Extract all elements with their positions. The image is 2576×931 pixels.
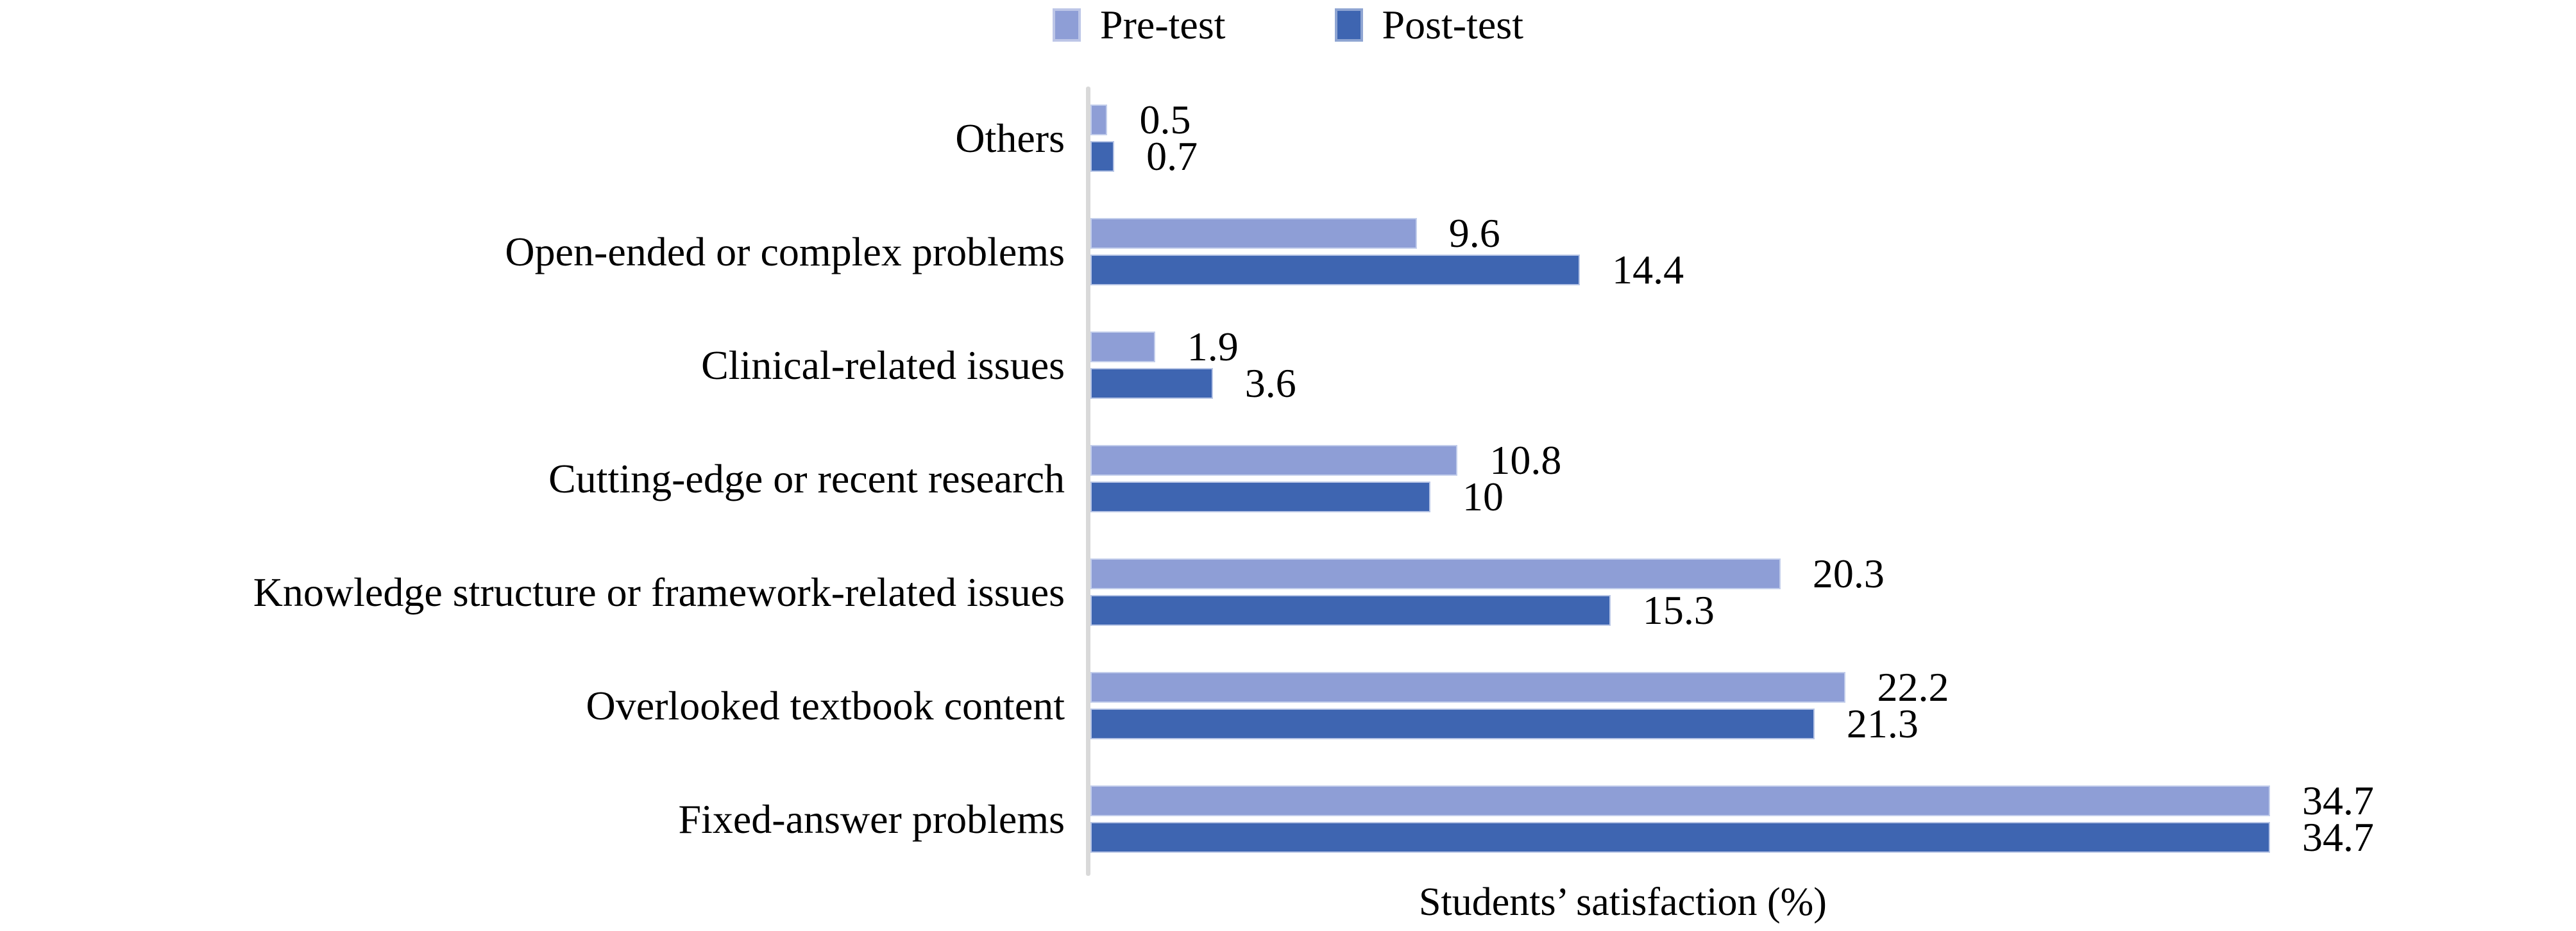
category-label: Open-ended or complex problems — [505, 228, 1065, 274]
bar-post-test — [1090, 595, 1611, 626]
bar-group: 34.7 34.7 — [1090, 780, 2576, 858]
value-label-pre-test: 22.2 — [1877, 664, 1949, 710]
value-label-post-test: 15.3 — [1642, 587, 1715, 633]
bar-line-post-test: 0.7 — [1090, 136, 2576, 177]
value-label-post-test: 0.7 — [1146, 133, 1198, 179]
bar-line-post-test: 3.6 — [1090, 363, 2576, 404]
bar-line-pre-test: 22.2 — [1090, 667, 2576, 708]
legend-label-post-test: Post-test — [1382, 2, 1523, 47]
bar-pre-test — [1090, 445, 1458, 476]
bar-post-test — [1090, 141, 1115, 172]
bar-group: 9.6 14.4 — [1090, 213, 2576, 290]
value-label-pre-test: 34.7 — [2302, 778, 2375, 823]
bar-line-pre-test: 10.8 — [1090, 440, 2576, 481]
category-label: Overlooked textbook content — [586, 682, 1065, 728]
bar-line-post-test: 34.7 — [1090, 817, 2576, 858]
legend-marker-pre-test — [1053, 8, 1081, 42]
bar-line-pre-test: 20.3 — [1090, 553, 2576, 594]
legend-marker-post-test — [1334, 8, 1363, 42]
category-label: Fixed-answer problems — [678, 796, 1065, 842]
chart-row-cutting-edge-or-recent-research: Cutting-edge or recent research 10.8 10 — [0, 422, 2576, 535]
bar-group: 10.8 10 — [1090, 440, 2576, 517]
legend-item-pre-test: Pre-test — [1053, 2, 1226, 47]
value-label-post-test: 10 — [1462, 474, 1504, 519]
bar-line-post-test: 15.3 — [1090, 590, 2576, 631]
bar-line-pre-test: 1.9 — [1090, 326, 2576, 367]
bar-pre-test — [1090, 785, 2271, 816]
chart-row-overlooked-textbook-content: Overlooked textbook content 22.2 21.3 — [0, 649, 2576, 762]
bar-pre-test — [1090, 218, 1417, 249]
legend-item-post-test: Post-test — [1334, 2, 1523, 47]
bar-pre-test — [1090, 105, 1108, 135]
bar-line-post-test: 10 — [1090, 476, 2576, 517]
chart-row-open-ended-or-complex-problems: Open-ended or complex problems 9.6 14.4 — [0, 195, 2576, 308]
bar-pre-test — [1090, 672, 1845, 703]
category-label: Knowledge structure or framework-related… — [253, 569, 1065, 615]
chart-row-fixed-answer-problems: Fixed-answer problems 34.7 34.7 — [0, 762, 2576, 876]
value-label-pre-test: 20.3 — [1812, 551, 1885, 596]
legend-label-pre-test: Pre-test — [1100, 2, 1226, 47]
bar-group: 22.2 21.3 — [1090, 667, 2576, 744]
value-label-pre-test: 10.8 — [1489, 437, 1562, 483]
category-label: Others — [955, 115, 1065, 161]
bar-group: 20.3 15.3 — [1090, 553, 2576, 631]
bar-line-pre-test: 0.5 — [1090, 99, 2576, 140]
chart-rows: Others 0.5 0.7 Open-ended or complex proble… — [0, 81, 2576, 876]
bar-line-post-test: 14.4 — [1090, 249, 2576, 290]
bar-group: 0.5 0.7 — [1090, 99, 2576, 177]
bar-line-pre-test: 34.7 — [1090, 780, 2576, 821]
chart-row-others: Others 0.5 0.7 — [0, 81, 2576, 195]
value-label-pre-test: 1.9 — [1187, 324, 1239, 369]
value-label-post-test: 34.7 — [2302, 814, 2375, 860]
plot-area: Others 0.5 0.7 Open-ended or complex proble… — [0, 81, 2576, 876]
bar-post-test — [1090, 822, 2271, 853]
category-label: Clinical-related issues — [701, 342, 1065, 388]
category-label: Cutting-edge or recent research — [548, 455, 1065, 501]
chart-legend: Pre-test Post-test — [0, 2, 2576, 47]
chart-row-knowledge-structure-or-framework-related-issues: Knowledge structure or framework-related… — [0, 535, 2576, 649]
bar-line-pre-test: 9.6 — [1090, 213, 2576, 254]
bar-group: 1.9 3.6 — [1090, 326, 2576, 404]
value-label-pre-test: 9.6 — [1448, 210, 1500, 256]
bar-line-post-test: 21.3 — [1090, 703, 2576, 744]
value-label-post-test: 21.3 — [1846, 701, 1919, 746]
x-axis-title: Students’ satisfaction (%) — [1419, 880, 1827, 924]
bar-pre-test — [1090, 331, 1155, 362]
bar-post-test — [1090, 368, 1213, 399]
value-label-pre-test: 0.5 — [1139, 97, 1191, 142]
y-axis-line — [1086, 87, 1090, 876]
bar-post-test — [1090, 255, 1580, 285]
value-label-post-test: 14.4 — [1612, 247, 1684, 292]
chart-row-clinical-related-issues: Clinical-related issues 1.9 3.6 — [0, 308, 2576, 422]
bar-post-test — [1090, 709, 1815, 739]
bar-pre-test — [1090, 558, 1781, 589]
bar-post-test — [1090, 482, 1430, 512]
value-label-post-test: 3.6 — [1244, 360, 1296, 406]
